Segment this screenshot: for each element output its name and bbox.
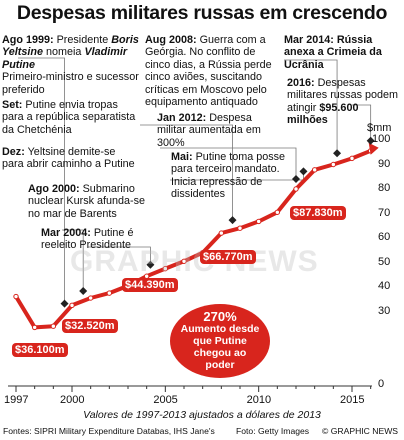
annotation-2014: Mar 2014: Rússia anexa a Crimeia da Ucrâ…	[284, 34, 382, 71]
data-point-2002	[106, 290, 113, 296]
event-markers	[60, 136, 375, 308]
leader-line-2012	[160, 147, 297, 179]
event-marker-2014.2	[333, 149, 342, 158]
value-label-2004: $44.390m	[122, 278, 178, 292]
annotation-2008: Aug 2008: Guerra com a Geórgia. No confl…	[145, 34, 272, 109]
annotation-2012-mai: Mai: Putine toma posse para terceiro man…	[171, 151, 286, 201]
y-tick-label-50: 50	[378, 255, 391, 268]
value-label-2013: $87.830m	[290, 206, 346, 220]
x-tick-label-2010: 2010	[246, 394, 272, 406]
leader-line-2014.2	[284, 59, 338, 154]
y-tick-label-80: 80	[378, 182, 391, 194]
annotation-2000: Ago 2000: Submarino nuclear Kursk afunda…	[28, 183, 146, 220]
y-tick-label-60: 60	[378, 231, 391, 243]
footer-note: Valores de 1997-2013 ajustados a dólares…	[83, 409, 321, 421]
data-point-2000	[69, 302, 75, 309]
spending-line	[14, 148, 372, 330]
data-point-1997	[13, 293, 19, 300]
leader-line-2000.6	[62, 229, 84, 291]
y-tick-label-40: 40	[378, 280, 391, 292]
data-point-2001	[87, 295, 94, 301]
leader-line-2004.2	[88, 246, 151, 265]
brand: © GRAPHIC NEWS	[322, 426, 399, 436]
y-tick-label-30: 30	[378, 304, 391, 317]
event-marker-2004.2	[146, 260, 155, 269]
annotation-2012-jan: Jan 2012: Despesa militar aumentada em 3…	[157, 112, 261, 149]
data-point-2009	[237, 225, 243, 231]
y-tick-label-100: 100	[372, 133, 391, 145]
y-tick-label-90: 90	[378, 157, 391, 170]
event-marker-2016	[366, 136, 375, 145]
annotation-2016: 2016: Despesas militares russas podem at…	[287, 77, 399, 127]
data-point-2015	[349, 155, 355, 162]
annotation-1999: Ago 1999: Presidente Boris Yeltsine nome…	[2, 34, 139, 96]
leader-line-1999.6	[18, 57, 65, 304]
data-point-2006	[181, 258, 187, 264]
page-title: Despesas militares russas em crescendo	[16, 2, 388, 24]
series-spending	[13, 142, 379, 331]
leader-line-2008.6	[140, 124, 233, 221]
data-point-2008	[218, 230, 225, 236]
y-axis-unit: $mm	[367, 122, 392, 134]
data-point-2014	[330, 161, 337, 168]
data-point-1998	[31, 324, 38, 331]
annotation-set: Set: Putine envia tropas para a repúblic…	[2, 99, 136, 136]
event-marker-2008.6	[228, 216, 237, 225]
x-tick-label-2015: 2015	[340, 394, 365, 406]
data-point-1999	[50, 323, 57, 329]
y-tick-label-0: 0	[378, 378, 385, 390]
data-point-2005	[162, 265, 169, 272]
data-point-2011	[274, 209, 281, 215]
x-tick-label-2000: 2000	[60, 394, 85, 406]
percent-increase-callout: 270% Aumento desde que Putine chegou ao …	[170, 304, 270, 378]
event-marker-2012	[292, 175, 300, 183]
sources: Fontes: SIPRI Military Expenditure Datab…	[3, 426, 215, 436]
photo-credit: Foto: Getty Images	[236, 426, 310, 436]
value-label-1997: $36.100m	[12, 343, 68, 357]
event-marker-2000.6	[79, 286, 88, 295]
event-marker-2012.4	[299, 167, 308, 176]
data-point-2013	[311, 167, 318, 173]
y-tick-label-70: 70	[378, 206, 391, 219]
annotation-2004: Mar 2004: Putine é reeleito Presidente	[41, 227, 134, 252]
x-tick-label-2005: 2005	[153, 394, 178, 406]
leader-line-2016	[352, 104, 372, 141]
annotation-leaders	[18, 57, 372, 304]
x-tick-label-1997: 1997	[4, 394, 29, 406]
value-label-2000: $32.520m	[62, 319, 118, 333]
data-point-2012	[293, 186, 299, 192]
watermark-text: GRAPHIC NEWS	[70, 245, 319, 278]
x-axis	[8, 385, 372, 392]
annotation-dez: Dez: Yeltsine demite-se para abrir camin…	[2, 146, 135, 171]
event-marker-1999.6	[60, 299, 69, 308]
value-label-2010: $66.770m	[200, 250, 256, 264]
data-point-2010	[255, 218, 262, 225]
line-arrowhead	[368, 142, 379, 155]
